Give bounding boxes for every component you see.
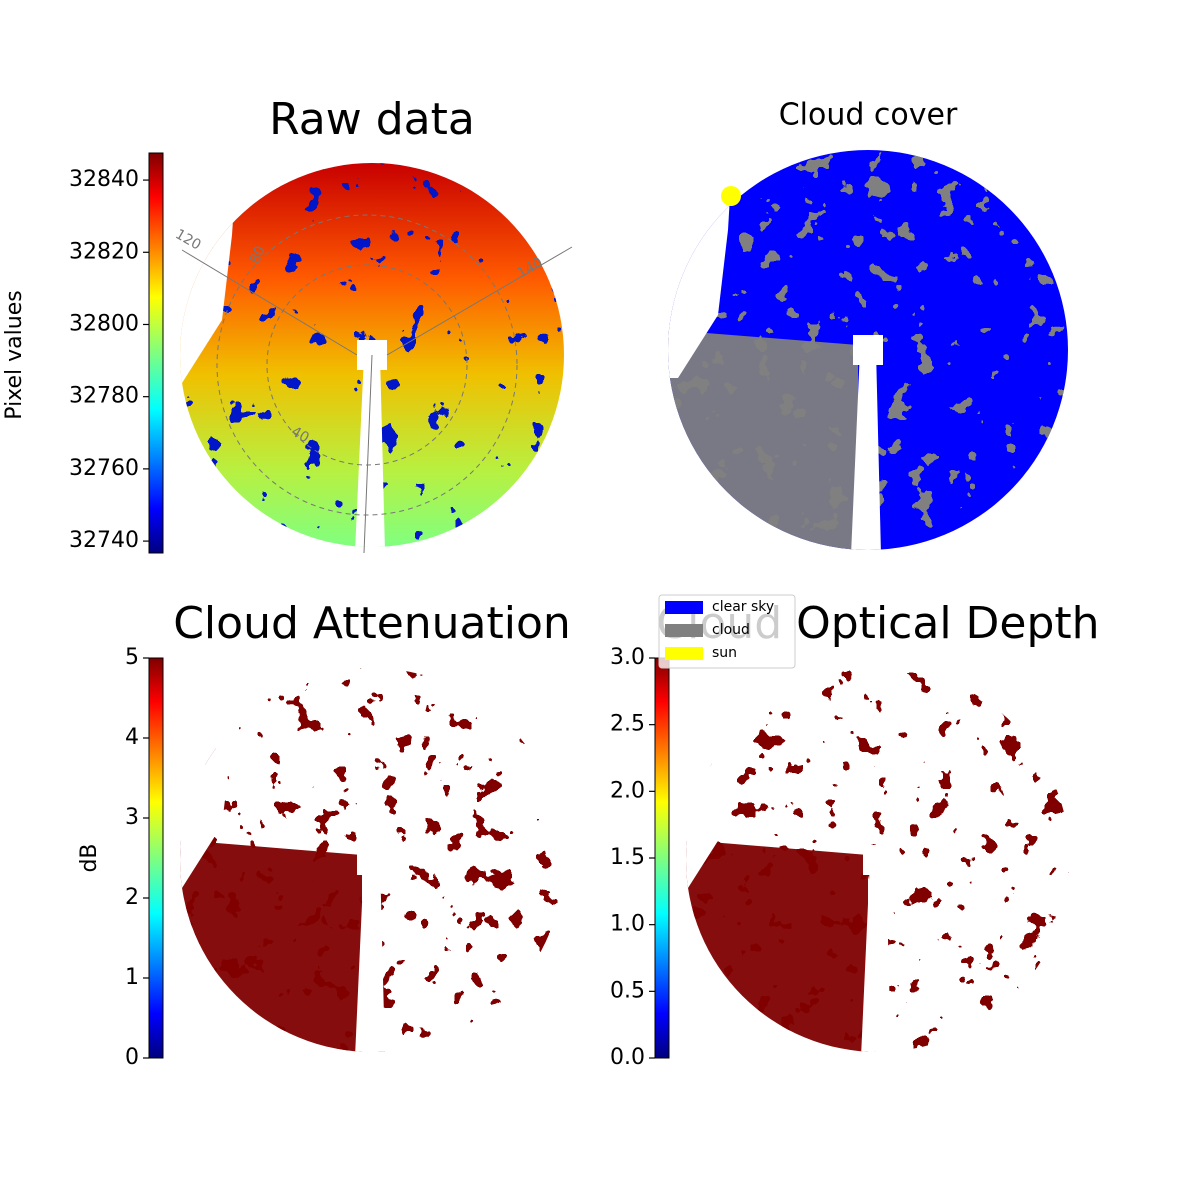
polar-label: 40 <box>288 424 311 447</box>
colorbar-tick-label: 2 <box>125 885 139 910</box>
colorbar-tick-label: 0 <box>125 1045 139 1070</box>
colorbar-tick-label: 3 <box>125 805 139 830</box>
sun-marker <box>721 186 741 206</box>
colorbar <box>148 657 164 1059</box>
mask-wedge <box>355 860 385 1052</box>
colorbar <box>148 152 164 554</box>
panel-title: Raw data <box>269 94 475 145</box>
colorbar-tick-label: 4 <box>125 725 139 750</box>
colorbar-tick-label: 32800 <box>69 311 139 336</box>
mask-wedge <box>355 355 385 547</box>
colorbar-tick-label: 0.0 <box>610 1045 645 1070</box>
colorbar-tick-label: 2.0 <box>610 778 645 803</box>
colorbar-tick-label: 2.5 <box>610 712 645 737</box>
colorbar-tick-label: 32780 <box>69 384 139 409</box>
legend-label: cloud <box>712 622 750 638</box>
colorbar-tick-label: 32820 <box>69 239 139 264</box>
colorbar-tick-label: 32840 <box>69 167 139 192</box>
legend-swatch <box>665 624 703 637</box>
sky-image <box>180 163 564 547</box>
colorbar-tick-label: 1.5 <box>610 845 645 870</box>
colorbar-tick-label: 1.0 <box>610 912 645 937</box>
colorbar-tick-label: 32760 <box>69 456 139 481</box>
polar-label: 80 <box>247 244 269 267</box>
polar-ring <box>266 264 468 466</box>
colorbar-tick-label: 0.5 <box>610 978 645 1003</box>
polar-axis <box>386 246 573 356</box>
colorbar <box>654 657 670 1059</box>
colorbar-tick-label: 5 <box>125 645 139 670</box>
legend-swatch <box>665 601 703 614</box>
panel-title: Cloud Attenuation <box>173 598 571 649</box>
colorbar-tick-label: 32740 <box>69 528 139 553</box>
mask-wedge <box>851 350 881 550</box>
colorbar-label: dB <box>77 843 102 872</box>
legend-swatch <box>665 647 703 660</box>
panel-title: Cloud cover <box>779 98 958 133</box>
sky-image <box>668 150 1068 550</box>
mask-center <box>853 335 883 365</box>
legend-label: sun <box>712 645 737 661</box>
colorbar-tick-label: 3.0 <box>610 645 645 670</box>
polar-label: 120 <box>172 226 203 253</box>
polar-ring <box>216 214 518 516</box>
sky-image <box>686 668 1070 1052</box>
mask-wedge <box>861 860 891 1052</box>
mask-center <box>357 845 387 875</box>
mask-center <box>863 845 893 875</box>
polar-axis <box>181 249 358 356</box>
colorbar-tick-label: 1 <box>125 965 139 990</box>
polar-axis <box>363 354 373 554</box>
colorbar-label: Pixel values <box>2 290 27 419</box>
sky-image <box>180 668 564 1052</box>
legend-label: clear sky <box>712 599 774 615</box>
